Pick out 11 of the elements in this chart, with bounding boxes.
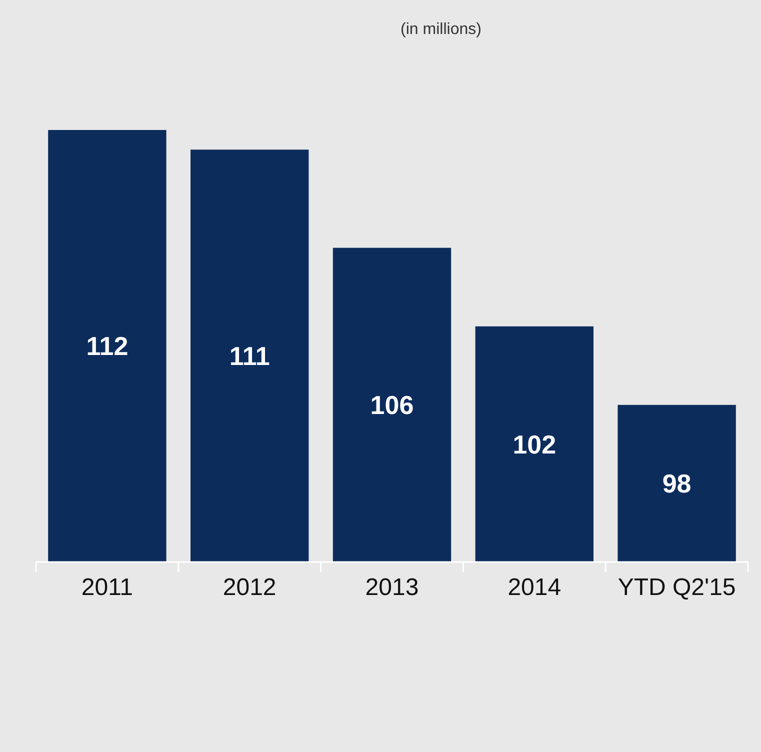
data-label: 112 [86,331,128,362]
x-tick-label: 2011 [81,574,134,601]
chart-title: (in millions) [400,21,482,38]
data-label: 106 [370,390,414,420]
x-tick-label: 2012 [222,574,276,601]
x-tick-label: 2013 [365,574,419,601]
data-label: 111 [229,340,270,371]
data-label: 102 [512,429,556,460]
x-tick-label: 2014 [508,574,562,601]
data-label: 98 [662,468,692,499]
x-tick-label: YTD Q2'15 [618,574,736,601]
